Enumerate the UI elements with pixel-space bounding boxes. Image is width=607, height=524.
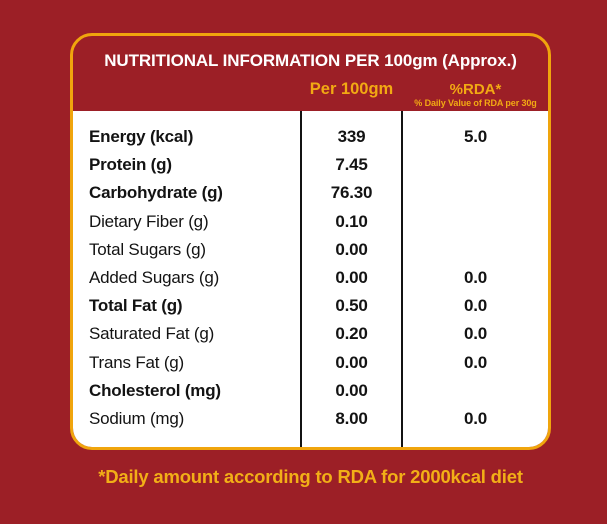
per-100gm-value: 0.00	[335, 380, 368, 400]
rda-value	[403, 377, 548, 405]
nutrient-label: Saturated Fat (g)	[89, 324, 215, 344]
rda-column: 5.0 0.0 0.0 0.0 0.0 0.0	[403, 111, 548, 447]
per-100gm-value: 76.30	[330, 183, 373, 203]
per-100gm-value: 0.00	[335, 352, 368, 372]
nutrient-label: Total Sugars (g)	[89, 239, 206, 259]
rda-value: 0.0	[463, 296, 488, 316]
rda-value: 0.0	[463, 268, 488, 288]
per-100gm-value: 7.45	[335, 155, 368, 175]
nutrient-label: Energy (kcal)	[89, 127, 194, 147]
nutrient-label: Cholesterol (mg)	[89, 380, 221, 400]
column-header-spacer	[73, 78, 300, 108]
panel-header: NUTRITIONAL INFORMATION PER 100gm (Appro…	[73, 36, 548, 111]
per-100gm-column: 339 7.45 76.30 0.10 0.00 0.00 0.50 0.20 0.00 0.00…	[300, 111, 403, 447]
per-100gm-value: 0.00	[335, 239, 368, 259]
per-100gm-value: 0.50	[335, 296, 368, 316]
rda-value: 0.0	[463, 352, 488, 372]
nutrient-label: Protein (g)	[89, 155, 172, 175]
rda-header-subtitle: % Daily Value of RDA per 30g	[414, 98, 537, 108]
column-header-per-100gm: Per 100gm	[309, 80, 394, 98]
rda-header-label: %RDA*	[449, 81, 502, 98]
nutrient-label: Carbohydrate (g)	[89, 183, 223, 203]
rda-value	[403, 151, 548, 179]
rda-value	[403, 236, 548, 264]
rda-value	[403, 208, 548, 236]
nutrient-label: Trans Fat (g)	[89, 352, 185, 372]
nutrient-label: Total Fat (g)	[89, 296, 183, 316]
per-100gm-value: 0.10	[335, 211, 368, 231]
per-100gm-value: 339	[337, 127, 366, 147]
nutrient-label: Dietary Fiber (g)	[89, 211, 209, 231]
nutrient-label: Sodium (mg)	[89, 408, 185, 428]
labels-column: Energy (kcal) Protein (g) Carbohydrate (g)…	[73, 111, 300, 447]
rda-value: 5.0	[463, 127, 488, 147]
column-headers: Per 100gm %RDA* % Daily Value of RDA per…	[73, 78, 548, 109]
per-100gm-value: 0.20	[335, 324, 368, 344]
nutrition-table: Energy (kcal) Protein (g) Carbohydrate (g)…	[73, 111, 548, 447]
footnote: *Daily amount according to RDA for 2000k…	[98, 466, 523, 487]
rda-value	[403, 179, 548, 207]
panel-title: NUTRITIONAL INFORMATION PER 100gm (Appro…	[104, 51, 517, 70]
per-100gm-value: 0.00	[335, 268, 368, 288]
nutrient-label: Added Sugars (g)	[89, 268, 220, 288]
rda-value: 0.0	[463, 324, 488, 344]
column-header-rda: %RDA* % Daily Value of RDA per 30g	[403, 78, 548, 108]
nutrition-panel: NUTRITIONAL INFORMATION PER 100gm (Appro…	[70, 33, 551, 450]
per-100gm-value: 8.00	[335, 408, 368, 428]
rda-value: 0.0	[463, 408, 488, 428]
